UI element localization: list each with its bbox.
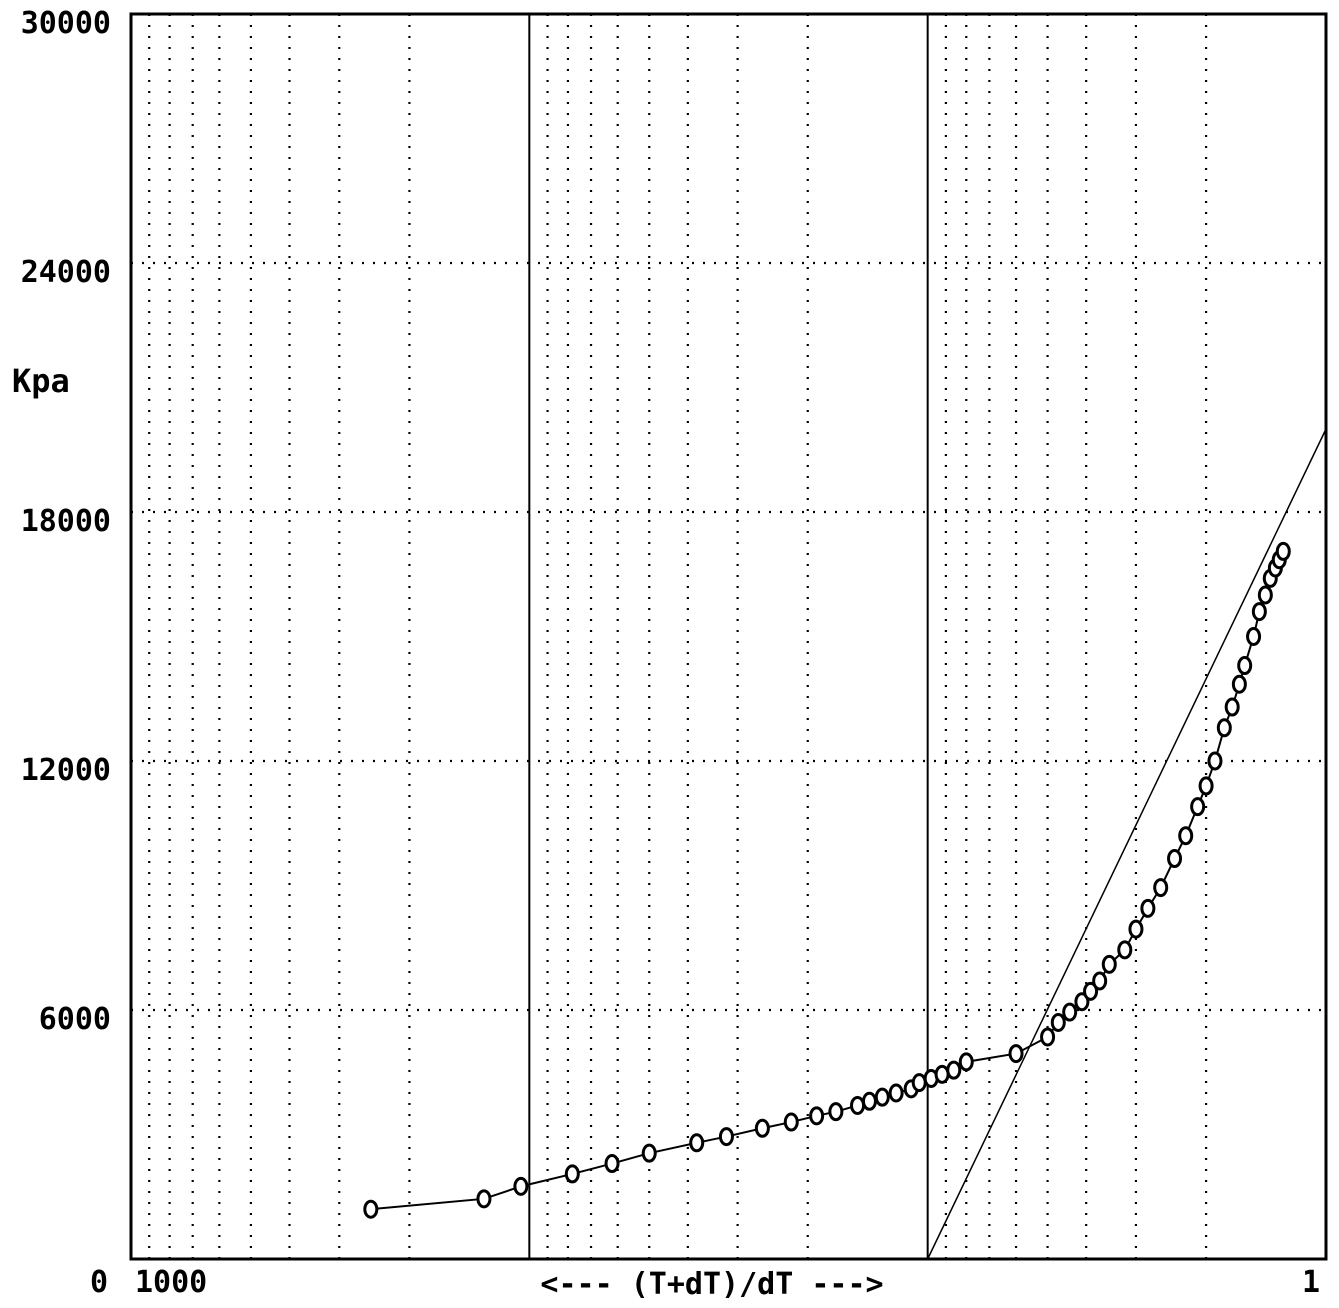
data-point — [1275, 541, 1291, 561]
data-point — [1231, 674, 1247, 694]
data-point — [1237, 656, 1253, 676]
data-point — [1224, 697, 1240, 717]
data-point — [1083, 981, 1099, 1001]
y-tick-label: 18000 — [21, 504, 111, 539]
data-point — [1050, 1012, 1066, 1032]
data-point — [1198, 776, 1214, 796]
plot-frame — [129, 12, 1328, 1261]
data-point — [1216, 718, 1232, 738]
data-point — [363, 1199, 379, 1219]
data-point — [1251, 602, 1267, 622]
data-point — [1178, 826, 1194, 846]
y-tick-label: 24000 — [21, 255, 111, 290]
data-point — [476, 1189, 492, 1209]
data-point — [1062, 1002, 1078, 1022]
y-tick-label: 12000 — [21, 753, 111, 788]
y-tick-label: 6000 — [39, 1002, 111, 1037]
data-curve-layer — [370, 550, 1285, 1211]
data-point — [1257, 585, 1273, 605]
x-tick-label: 1 — [1302, 1265, 1320, 1300]
data-point — [809, 1106, 825, 1126]
y-axis-title: Kpa — [12, 362, 70, 400]
data-point — [1101, 954, 1117, 974]
data-point — [1092, 971, 1108, 991]
data-point — [861, 1091, 877, 1111]
data-point — [1008, 1044, 1024, 1064]
data-point — [641, 1143, 657, 1163]
minor-gridlines — [131, 14, 1326, 1259]
data-point — [718, 1127, 734, 1147]
data-point — [946, 1060, 962, 1080]
series-line — [370, 550, 1285, 1211]
major-gridlines — [528, 14, 929, 1259]
fit-line — [926, 428, 1327, 1260]
data-points-layer — [363, 541, 1291, 1219]
data-point — [1140, 898, 1156, 918]
data-point — [1153, 878, 1169, 898]
data-point — [564, 1164, 580, 1184]
data-point — [934, 1064, 950, 1084]
data-point — [754, 1118, 770, 1138]
data-point — [958, 1052, 974, 1072]
data-point — [1074, 992, 1090, 1012]
data-point — [1128, 919, 1144, 939]
data-point — [604, 1154, 620, 1174]
data-point — [783, 1112, 799, 1132]
fit-line-layer — [926, 428, 1327, 1260]
data-point — [1040, 1027, 1056, 1047]
data-point — [874, 1087, 890, 1107]
data-point — [911, 1073, 927, 1093]
data-point — [689, 1133, 705, 1153]
y-tick-labels: 30000 24000 18000 12000 6000 0 — [21, 6, 111, 1300]
data-point — [1190, 797, 1206, 817]
data-point — [1167, 849, 1183, 869]
data-point — [828, 1102, 844, 1122]
x-tick-label: 1000 — [135, 1265, 207, 1300]
data-point — [1207, 751, 1223, 771]
x-axis-title: <--- (T+dT)/dT ---> — [540, 1267, 883, 1302]
data-point — [513, 1176, 529, 1196]
data-point — [1117, 940, 1133, 960]
y-tick-label: 30000 — [21, 6, 111, 41]
data-point — [1246, 627, 1262, 646]
y-tick-label: 0 — [90, 1265, 108, 1300]
data-point — [888, 1083, 904, 1103]
data-point — [850, 1095, 866, 1115]
x-tick-labels: 1000 1 — [135, 1265, 1320, 1300]
